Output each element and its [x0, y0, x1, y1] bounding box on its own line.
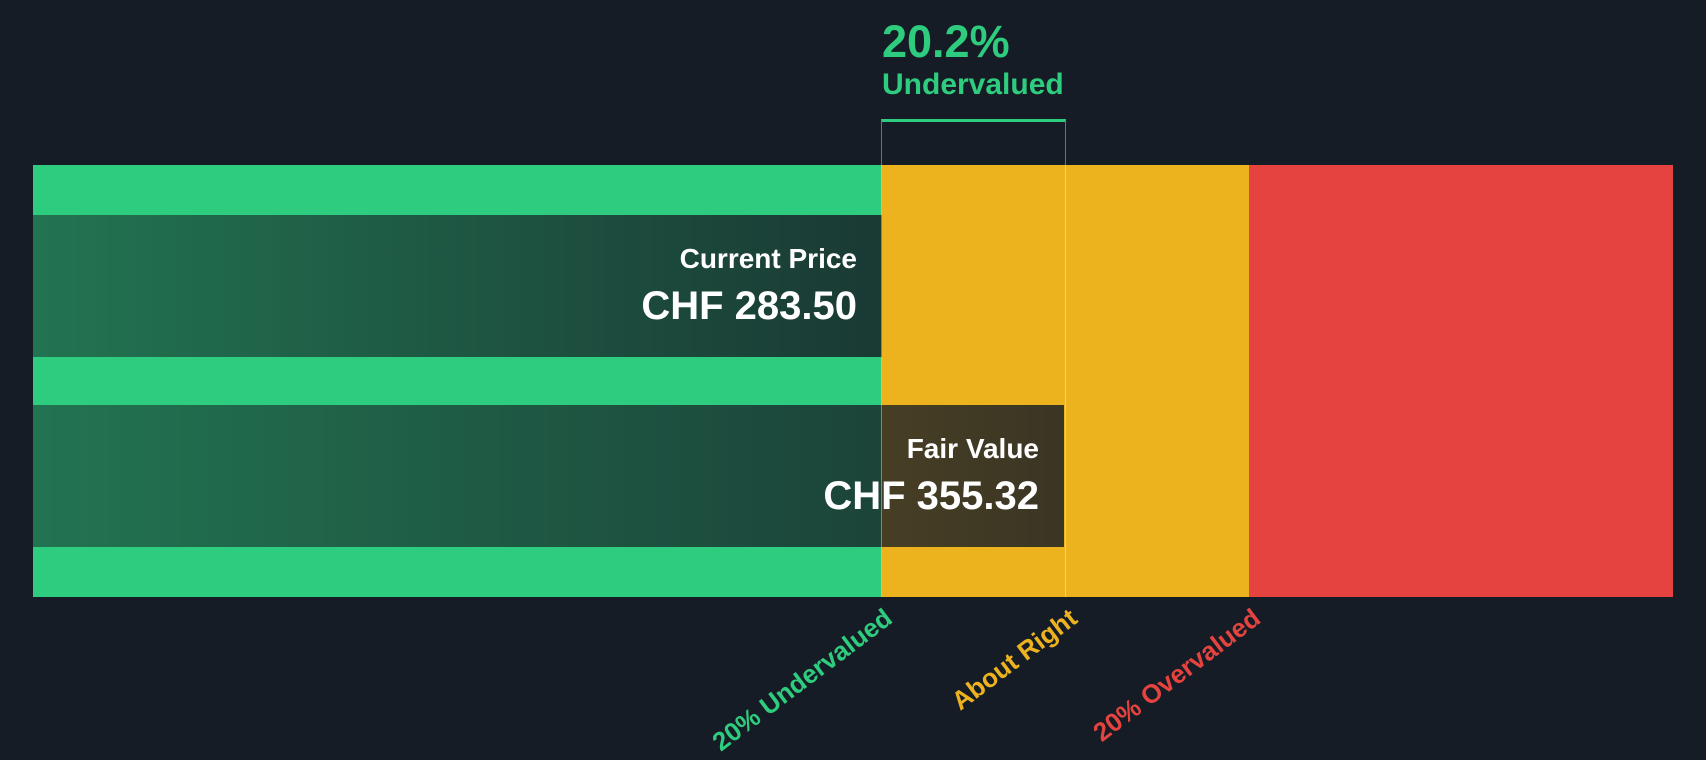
axis-label-about-right: About Right — [946, 602, 1083, 716]
current-price-label: Current Price — [679, 242, 857, 274]
axis-label-undervalued: 20% Undervalued — [706, 602, 898, 757]
current-price-value: CHF 283.50 — [641, 284, 857, 329]
fair-value-value: CHF 355.32 — [823, 474, 1039, 519]
current-price-bar: Current Price CHF 283.50 — [33, 215, 882, 357]
fair-value-bar: Fair Value CHF 355.32 — [33, 405, 1064, 547]
discount-headline: 20.2% Undervalued — [882, 16, 1064, 102]
zone-overvalued — [1249, 165, 1673, 597]
discount-marker-box — [881, 119, 1066, 597]
fair-value-label: Fair Value — [906, 432, 1039, 464]
discount-label: Undervalued — [882, 67, 1064, 101]
discount-percent: 20.2% — [882, 16, 1010, 67]
axis-label-overvalued: 20% Overvalued — [1087, 602, 1266, 748]
